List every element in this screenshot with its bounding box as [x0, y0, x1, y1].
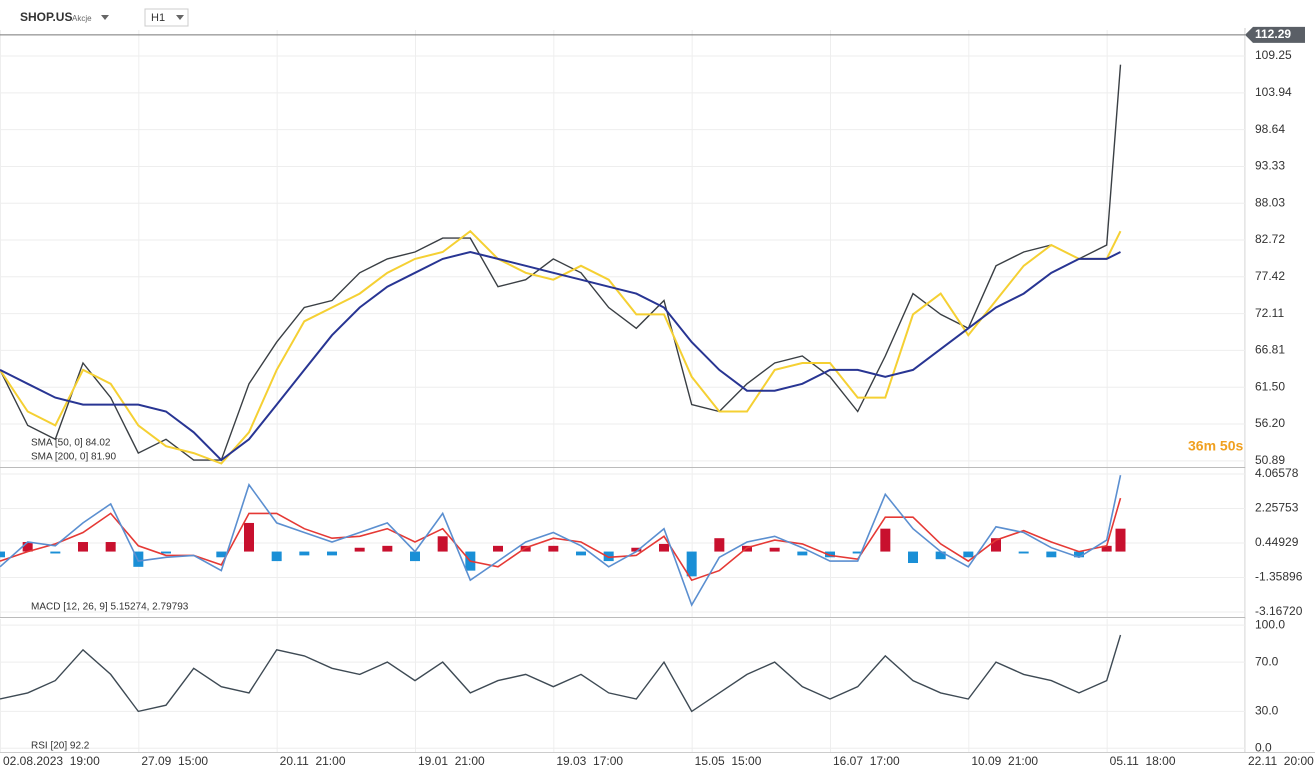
y-tick-label: 56.20 [1255, 416, 1285, 430]
indicator-legend[interactable]: RSI [20] 92.2 [31, 741, 90, 752]
x-tick-label: 22.11 20:00 [1248, 754, 1314, 768]
indicator-legend[interactable]: MACD [12, 26, 9] 5.15274, 2.79793 [31, 602, 189, 613]
y-tick-label: 93.33 [1255, 159, 1285, 173]
histogram-bar [797, 551, 808, 556]
histogram-bar [908, 551, 918, 564]
histogram-bar [161, 551, 171, 554]
x-tick-label: 19.03 17:00 [556, 754, 623, 768]
dropdown-arrow[interactable] [101, 15, 109, 20]
histogram-bar [714, 538, 725, 552]
y-tick-label: 98.64 [1255, 122, 1285, 136]
series-line [0, 475, 1122, 607]
histogram-bar [50, 551, 61, 554]
y-tick-label: 61.50 [1255, 379, 1285, 393]
countdown: 36m 50s [1188, 438, 1243, 454]
histogram-bar [1101, 545, 1112, 552]
y-tick-label: 0.0 [1255, 740, 1272, 754]
histogram-bar [603, 551, 614, 562]
x-tick-label: 05.11 18:00 [1110, 754, 1176, 768]
x-tick-label: 10.09 21:00 [971, 754, 1038, 768]
histogram-bar [78, 542, 88, 552]
histogram-bar [576, 551, 586, 556]
dropdown-arrow[interactable] [176, 15, 184, 20]
histogram-bar [852, 551, 863, 554]
series-line [0, 229, 1122, 465]
y-tick-label: 82.72 [1255, 232, 1285, 246]
series-line [0, 634, 1122, 713]
y-tick-label: 70.0 [1255, 654, 1279, 668]
y-tick-label: 50.89 [1255, 453, 1285, 467]
x-tick-label: 02.08.2023 19:00 [3, 754, 100, 768]
histogram-bar [105, 542, 116, 552]
histogram-bar [354, 547, 365, 552]
histogram-bar [769, 547, 780, 552]
histogram-bar [244, 522, 254, 552]
last-price-label: 112.29 [1255, 27, 1291, 41]
histogram-bar [935, 551, 946, 560]
histogram-bar [133, 551, 144, 567]
series-line [0, 64, 1122, 461]
y-tick-label: 88.03 [1255, 195, 1285, 209]
histogram-bar [686, 551, 697, 577]
histogram-bar [493, 545, 503, 552]
y-tick-label: 4.06578 [1255, 466, 1299, 480]
y-tick-label: 72.11 [1255, 306, 1284, 320]
y-tick-label: 2.25753 [1255, 501, 1299, 515]
last-price-tag [1245, 26, 1305, 43]
series-line [0, 497, 1122, 582]
asset-class: Akcje [72, 14, 92, 23]
indicator-legend[interactable]: SMA [50, 0] 84.02 [31, 438, 111, 449]
symbol[interactable]: SHOP.US [20, 10, 72, 24]
indicator-legend[interactable]: SMA [200, 0] 81.90 [31, 452, 116, 463]
histogram-bar [963, 551, 974, 558]
histogram-bar [216, 551, 227, 558]
y-tick-label: 77.42 [1255, 269, 1285, 283]
y-tick-label: 66.81 [1255, 343, 1285, 357]
histogram-bar [1074, 551, 1084, 558]
histogram-bar [271, 551, 282, 562]
y-tick-label: 0.44929 [1255, 535, 1299, 549]
histogram-bar [410, 551, 420, 562]
histogram-bar [631, 547, 642, 552]
y-tick-label: 100.0 [1255, 617, 1285, 631]
y-tick-label: 30.0 [1255, 704, 1279, 718]
histogram-bar [22, 542, 33, 552]
histogram-bar [548, 545, 559, 552]
histogram-bar [382, 545, 393, 552]
histogram-bar [1115, 528, 1126, 552]
y-tick-label: -1.35896 [1255, 570, 1303, 584]
y-tick-label: -3.16720 [1255, 604, 1303, 618]
histogram-bar [299, 551, 310, 556]
histogram-bar [880, 528, 891, 552]
series-line [0, 250, 1121, 462]
timeframe[interactable]: H1 [151, 12, 165, 24]
histogram-bar [0, 551, 5, 558]
x-tick-label: 19.01 21:00 [418, 754, 485, 768]
histogram-bar [1046, 551, 1057, 558]
x-tick-label: 16.07 17:00 [833, 754, 900, 768]
histogram-bar [520, 545, 531, 552]
x-tick-label: 27.09 15:00 [141, 754, 208, 768]
y-tick-label: 109.25 [1255, 48, 1292, 62]
x-tick-label: 15.05 15:00 [695, 754, 762, 768]
timeframe-box[interactable] [144, 8, 189, 27]
histogram-bar [437, 536, 448, 552]
histogram-bar [991, 538, 1001, 552]
histogram-bar [1018, 551, 1029, 554]
x-tick-label: 20.11 21:00 [280, 754, 346, 768]
histogram-bar [659, 543, 669, 552]
histogram-bar [825, 551, 835, 558]
y-tick-label: 103.94 [1255, 85, 1292, 99]
histogram-bar [327, 551, 337, 556]
